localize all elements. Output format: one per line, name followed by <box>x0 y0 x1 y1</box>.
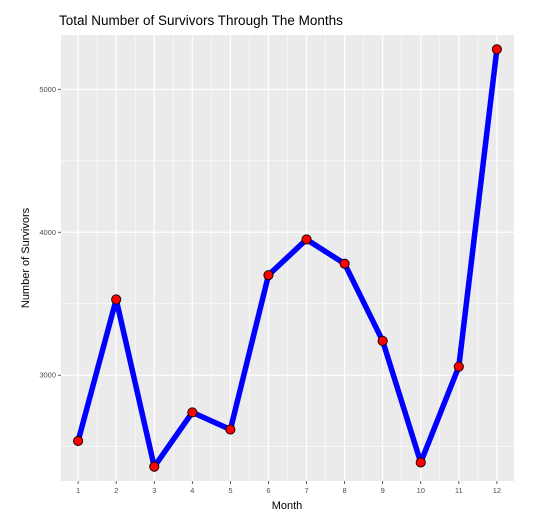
x-tick-label: 3 <box>152 486 156 495</box>
series-lines <box>75 48 500 470</box>
x-tick-label: 7 <box>304 486 308 495</box>
x-tick-label: 9 <box>381 486 385 495</box>
x-tick-label: 4 <box>190 486 194 495</box>
major-gridlines <box>61 35 514 481</box>
data-point <box>73 435 84 447</box>
data-point <box>377 335 388 346</box>
x-tick-label: 1 <box>76 486 80 495</box>
y-axis-title: Number of Survivors <box>20 207 32 308</box>
series-line <box>75 48 500 470</box>
x-axis-title: Month <box>272 500 303 512</box>
data-point <box>225 424 236 435</box>
data-point <box>415 457 426 468</box>
data-point <box>339 258 350 269</box>
data-point <box>149 461 160 472</box>
x-tick-label: 6 <box>266 486 270 495</box>
data-point <box>111 294 122 305</box>
chart-title: Total Number of Survivors Through The Mo… <box>59 13 343 28</box>
minor-gridlines <box>61 35 514 481</box>
y-axis-ticks: 3000 4000 5000 <box>39 85 61 380</box>
y-tick-label: 3000 <box>39 371 56 380</box>
data-point <box>453 361 464 372</box>
series-points <box>73 44 502 472</box>
data-point <box>187 407 198 418</box>
data-point <box>301 234 312 245</box>
y-tick-label: 5000 <box>39 85 56 94</box>
data-point <box>263 270 274 281</box>
data-point <box>491 44 502 55</box>
x-tick-label: 2 <box>114 486 118 495</box>
x-tick-label: 12 <box>493 486 501 495</box>
x-tick-label: 10 <box>417 486 425 495</box>
x-tick-label: 11 <box>455 486 463 495</box>
y-tick-label: 4000 <box>39 228 56 237</box>
x-tick-label: 5 <box>228 486 232 495</box>
x-axis-ticks: 1 2 3 4 5 6 7 8 9 10 11 12 <box>76 481 501 495</box>
x-tick-label: 8 <box>343 486 347 495</box>
